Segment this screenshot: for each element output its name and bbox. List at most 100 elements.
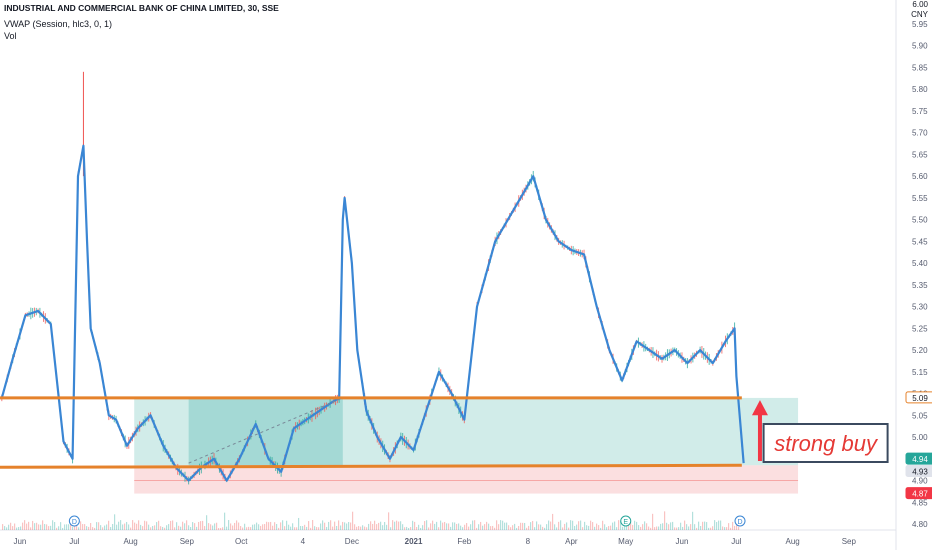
volume-bar [522,522,524,530]
volume-bar [228,520,230,530]
volume-bar [190,527,192,530]
volume-bar [410,527,412,530]
volume-bar [14,523,16,530]
volume-bar [220,527,222,530]
volume-bar [552,513,554,530]
volume-bar [374,520,376,530]
volume-bar [704,521,706,530]
volume-bar [582,527,584,530]
volume-indicator-label[interactable]: Vol [4,31,17,41]
volume-bar [708,527,710,530]
volume-bar [310,527,312,530]
volume-bar [206,515,208,530]
annotation-box[interactable] [762,423,889,463]
volume-bar [662,523,664,530]
volume-bar [604,524,606,530]
volume-bar [732,521,734,530]
volume-bar [194,523,196,530]
volume-bar [544,527,546,530]
volume-bar [212,525,214,530]
volume-bar [366,527,368,530]
volume-bar [208,523,210,530]
vwap-line[interactable] [0,144,745,482]
volume-bar [112,524,114,530]
volume-bar [130,527,132,530]
volume-bar [312,520,314,530]
price-axis-top-value: 6.00 [912,0,928,9]
volume-bar [468,526,470,530]
x-tick-label: Jul [731,537,741,546]
price-label: 4.87 [912,490,928,499]
vwap-indicator-label[interactable]: VWAP (Session, hlc3, 0, 1) [4,19,113,29]
volume-bar [86,526,88,530]
volume-bar [184,523,186,530]
volume-bar [514,523,516,530]
volume-bar [284,526,286,530]
volume-bar [54,522,56,530]
x-tick-label: Aug [785,537,799,546]
volume-bar [418,524,420,530]
event-marker-e[interactable] [620,515,632,527]
volume-bar [216,522,218,530]
currency-label: CNY [911,10,928,19]
volume-bar [340,525,342,530]
volume-bar [476,527,478,530]
volume-bar [248,526,250,530]
volume-bar [440,520,442,530]
volume-bar [438,527,440,530]
volume-bar [98,522,100,530]
volume-bar [288,524,290,530]
y-tick-label: 5.45 [912,237,928,246]
volume-bar [636,521,638,530]
volume-bar [644,521,646,530]
volume-bar [324,522,326,530]
y-tick-label: 5.70 [912,129,928,138]
volume-bar [384,521,386,530]
volume-bar [136,523,138,530]
support-line[interactable] [0,463,742,469]
volume-bar [548,520,550,530]
volume-bar [444,521,446,530]
volume-bar [18,527,20,530]
volume-bar [388,512,390,530]
volume-bar [94,527,96,530]
volume-bar [168,524,170,530]
volume-bar [252,524,254,530]
y-tick-label: 5.15 [912,368,928,377]
volume-bar [728,523,730,530]
volume-bar [156,522,158,530]
volume-bar [596,523,598,530]
volume-bar [456,523,458,530]
volume-bar [666,522,668,530]
volume-bar [542,526,544,530]
volume-bar [302,526,304,530]
volume-bar [678,527,680,530]
volume-bar [162,526,164,530]
price-label-box [905,487,932,500]
volume-bar [702,521,704,530]
x-tick-label: Feb [457,537,471,546]
volume-bar [134,522,136,530]
y-tick-label: 5.95 [912,20,928,29]
event-marker-d[interactable] [68,515,80,527]
price-label-box [905,391,932,404]
volume-bar [502,520,504,530]
volume-bar [10,522,12,530]
volume-bar [246,527,248,530]
volume-bar [714,520,716,530]
volume-bar [688,526,690,530]
volume-bar [92,527,94,530]
volume-bar [504,522,506,530]
volume-bar [730,527,732,530]
volume-bar [174,527,176,530]
volume-bar [90,523,92,530]
volume-bar [8,524,10,530]
event-marker-d[interactable] [734,515,746,527]
volume-bar [2,524,4,530]
volume-bar [126,521,128,530]
volume-bar [118,521,120,530]
volume-bar [500,520,502,530]
volume-bar [474,520,476,530]
